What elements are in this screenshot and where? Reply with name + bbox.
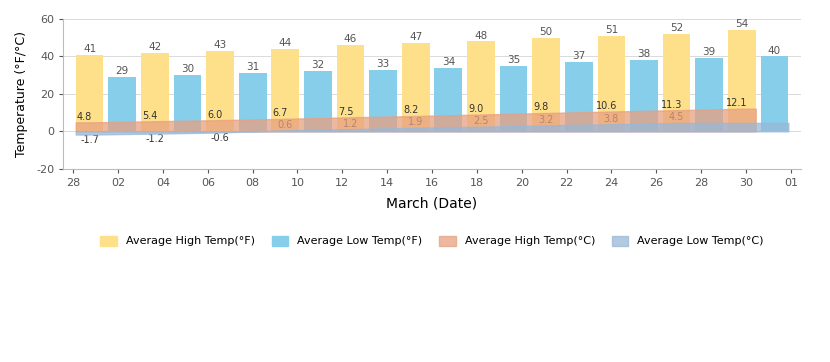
Text: 35: 35 bbox=[507, 55, 520, 65]
Text: -0.6: -0.6 bbox=[211, 133, 229, 143]
Bar bbox=[141, 53, 168, 131]
Bar bbox=[369, 70, 397, 131]
X-axis label: March (Date): March (Date) bbox=[387, 196, 477, 210]
Text: -1.2: -1.2 bbox=[145, 134, 164, 144]
Bar bbox=[565, 62, 593, 131]
Text: 4.5: 4.5 bbox=[669, 112, 684, 122]
Text: 41: 41 bbox=[83, 44, 96, 54]
Text: 5.4: 5.4 bbox=[142, 111, 158, 121]
Bar bbox=[598, 36, 625, 131]
Text: 48: 48 bbox=[474, 30, 487, 41]
Bar bbox=[76, 55, 104, 131]
Text: 52: 52 bbox=[670, 23, 683, 33]
Text: 6.7: 6.7 bbox=[273, 108, 288, 118]
Legend: Average High Temp(°F), Average Low Temp(°F), Average High Temp(°C), Average Low : Average High Temp(°F), Average Low Temp(… bbox=[96, 231, 768, 251]
Y-axis label: Temperature (°F/°C): Temperature (°F/°C) bbox=[15, 31, 28, 157]
Text: 42: 42 bbox=[149, 42, 161, 52]
Text: 7.5: 7.5 bbox=[338, 107, 354, 117]
Text: 37: 37 bbox=[572, 51, 585, 61]
Bar bbox=[630, 60, 658, 131]
Bar bbox=[337, 45, 364, 131]
Text: 31: 31 bbox=[246, 62, 259, 72]
Bar bbox=[434, 68, 462, 131]
Bar bbox=[532, 38, 560, 131]
Text: 33: 33 bbox=[377, 59, 390, 69]
Text: 4.8: 4.8 bbox=[77, 112, 92, 122]
Text: 34: 34 bbox=[442, 57, 455, 67]
Text: 3.2: 3.2 bbox=[539, 115, 554, 125]
Text: 39: 39 bbox=[703, 47, 715, 58]
Text: 6.0: 6.0 bbox=[208, 110, 222, 119]
Text: 8.2: 8.2 bbox=[403, 105, 418, 115]
Text: 12.1: 12.1 bbox=[726, 98, 748, 108]
Text: 1.9: 1.9 bbox=[408, 117, 423, 127]
Text: 30: 30 bbox=[181, 64, 194, 74]
Text: 9.8: 9.8 bbox=[534, 102, 549, 113]
Text: 51: 51 bbox=[605, 25, 618, 35]
Text: 29: 29 bbox=[115, 66, 129, 76]
Bar bbox=[696, 58, 723, 131]
Text: -1.7: -1.7 bbox=[81, 135, 99, 145]
Bar bbox=[402, 43, 430, 131]
Text: 46: 46 bbox=[344, 34, 357, 44]
Text: 32: 32 bbox=[311, 60, 325, 71]
Text: 2.5: 2.5 bbox=[473, 116, 489, 126]
Bar bbox=[304, 71, 332, 131]
Text: 3.8: 3.8 bbox=[603, 114, 619, 124]
Bar bbox=[663, 34, 691, 131]
Text: 50: 50 bbox=[540, 27, 553, 37]
Text: 1.2: 1.2 bbox=[343, 118, 359, 129]
Text: 40: 40 bbox=[768, 46, 781, 55]
Text: 0.6: 0.6 bbox=[278, 120, 293, 130]
Bar bbox=[467, 42, 495, 131]
Bar bbox=[173, 75, 202, 131]
Text: 44: 44 bbox=[279, 38, 292, 48]
Text: 9.0: 9.0 bbox=[468, 104, 484, 114]
Text: 38: 38 bbox=[637, 49, 651, 59]
Bar bbox=[728, 30, 756, 131]
Text: 47: 47 bbox=[409, 33, 422, 42]
Bar bbox=[271, 49, 299, 131]
Bar bbox=[206, 51, 234, 131]
Bar bbox=[500, 66, 527, 131]
Bar bbox=[109, 77, 136, 131]
Text: 43: 43 bbox=[213, 40, 227, 50]
Bar bbox=[760, 56, 788, 131]
Text: 54: 54 bbox=[735, 19, 749, 29]
Text: 10.6: 10.6 bbox=[596, 101, 618, 111]
Bar bbox=[239, 73, 266, 131]
Text: 11.3: 11.3 bbox=[661, 100, 682, 110]
